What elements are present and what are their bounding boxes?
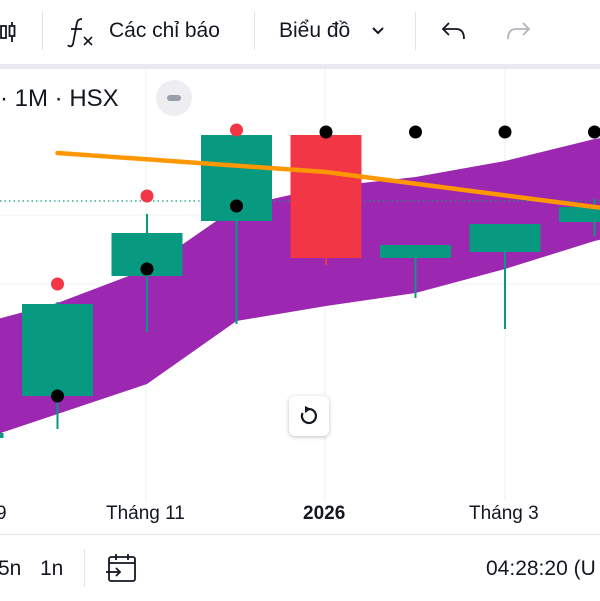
reset-chart-button[interactable] — [289, 396, 329, 436]
candles-icon[interactable] — [0, 20, 18, 44]
x-axis-label: 9 — [0, 502, 7, 526]
signal-marker-red — [51, 278, 64, 291]
candle-body — [470, 224, 541, 252]
chevron-down-icon[interactable] — [371, 26, 385, 36]
signal-marker-black — [230, 200, 243, 213]
range-5n-button[interactable]: 5n — [0, 556, 21, 582]
x-axis-label: 2026 — [303, 502, 345, 526]
redo-icon[interactable] — [505, 20, 531, 42]
signal-marker-black — [409, 126, 422, 139]
collapse-legend-button[interactable] — [156, 80, 192, 116]
signal-marker-black — [320, 126, 333, 139]
price-chart[interactable] — [0, 69, 600, 534]
signal-marker-black — [499, 126, 512, 139]
indicators-button[interactable]: Các chỉ báo — [109, 18, 220, 44]
x-axis-label: Tháng 3 — [469, 502, 539, 526]
signal-marker-black — [588, 126, 600, 139]
signal-marker-red — [230, 124, 243, 137]
bottom-toolbar: 5n 1n 04:28:20 (U — [0, 534, 600, 601]
x-axis-label: Tháng 11 — [106, 502, 185, 526]
chart-type-button[interactable]: Biểu đồ — [279, 18, 350, 44]
range-1n-button[interactable]: 1n — [40, 556, 63, 582]
signal-marker-black — [141, 263, 154, 276]
clock-time: 04:28:20 (U — [486, 556, 596, 582]
signal-marker-black — [51, 390, 64, 403]
candle-body — [22, 304, 93, 396]
candle-body — [559, 207, 600, 222]
candle-body — [0, 433, 4, 438]
signal-marker-red — [141, 190, 154, 203]
function-icon[interactable] — [66, 16, 96, 48]
candle-body — [380, 245, 451, 258]
top-toolbar: Các chỉ báo Biểu đồ — [0, 0, 600, 64]
go-to-date-icon[interactable] — [106, 552, 138, 584]
candle-body — [291, 135, 362, 258]
reset-icon — [299, 406, 319, 426]
undo-icon[interactable] — [441, 20, 467, 42]
symbol-legend: · 1M · HSX — [0, 84, 119, 114]
